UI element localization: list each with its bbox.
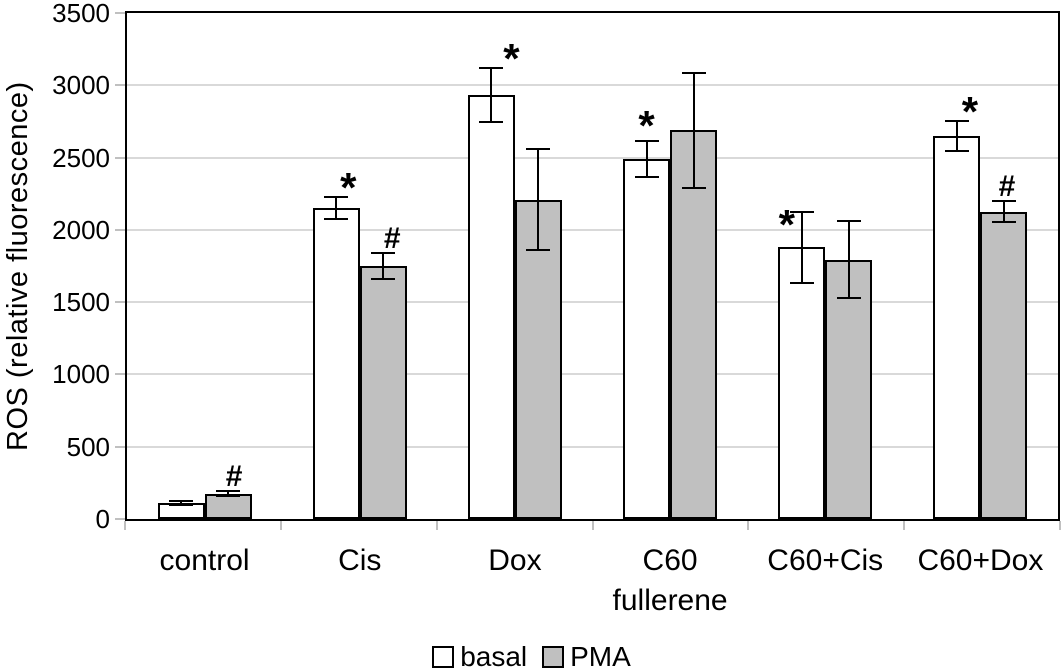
error-bar-pma-dox-cap-top: [526, 147, 551, 150]
bar-pma-c60-cis: [825, 259, 873, 519]
y-tick-label-1000: 1000: [52, 359, 110, 390]
error-bar-pma-control-cap-bottom: [216, 495, 241, 498]
error-bar-basal-c60-cis-cap-bottom: [789, 281, 814, 284]
gridline-3000: [127, 84, 1058, 87]
y-tick-label-3500: 3500: [52, 0, 110, 28]
x-tick-mark-1: [279, 521, 282, 530]
error-bar-basal-c60-cis-line: [800, 212, 803, 282]
gridline-1500: [127, 301, 1058, 304]
y-tick-mark-3000: [115, 84, 125, 87]
bar-basal-cis: [312, 208, 360, 519]
y-tick-label-0: 0: [95, 504, 110, 534]
legend-swatch-basal: [432, 646, 455, 668]
error-bar-pma-c60-fullerene-cap-bottom: [681, 186, 706, 189]
error-bar-pma-c60-dox-line: [1002, 202, 1005, 222]
x-tick-mark-3: [591, 521, 594, 530]
error-bar-basal-c60-fullerene-cap-bottom: [634, 175, 659, 178]
x-category-label-c60-dox: C60+Dox: [917, 544, 1044, 577]
gridline-1000: [127, 373, 1058, 376]
y-tick-mark-1000: [115, 373, 125, 376]
y-tick-label-2500: 2500: [52, 142, 110, 173]
error-bar-basal-c60-dox-line: [955, 122, 958, 150]
bar-pma-cis: [359, 266, 407, 519]
error-bar-pma-control-line: [227, 492, 230, 496]
bar-pma-control: [204, 493, 252, 519]
gridline-2000: [127, 228, 1058, 231]
error-bar-basal-c60-cis-cap-top: [789, 210, 814, 213]
error-bar-pma-dox-cap-bottom: [526, 249, 551, 252]
legend: basal PMA: [0, 643, 1063, 671]
y-tick-mark-500: [115, 445, 125, 448]
sig-marker-pma-c60-dox: #: [998, 170, 1016, 204]
gridline-500: [127, 445, 1058, 448]
error-bar-basal-c60-fullerene-line: [645, 142, 648, 176]
x-tick-mark-4: [747, 521, 750, 530]
x-tick-mark-5: [903, 521, 906, 530]
x-category-label-c60-cis: C60+Cis: [767, 544, 884, 577]
sig-marker-basal-cis: *: [340, 164, 357, 212]
error-bar-pma-control-cap-top: [216, 490, 241, 493]
y-tick-mark-2000: [115, 228, 125, 231]
y-tick-label-3000: 3000: [52, 70, 110, 101]
plot-area: * * * * * # # #: [125, 11, 1060, 521]
error-bar-basal-dox-line: [490, 69, 493, 122]
error-bar-pma-c60-cis-cap-top: [836, 219, 861, 222]
bar-basal-dox: [467, 95, 515, 519]
error-bar-pma-c60-dox-cap-top: [991, 200, 1016, 203]
y-tick-mark-2500: [115, 156, 125, 159]
legend-swatch-pma: [542, 646, 565, 668]
error-bar-basal-dox-cap-top: [479, 67, 504, 70]
error-bar-pma-c60-fullerene-line: [692, 73, 695, 187]
y-tick-mark-3500: [115, 12, 125, 14]
x-category-label-c60-fullerene: C60 fullerene: [612, 544, 728, 617]
error-bar-basal-dox-cap-bottom: [479, 121, 504, 124]
sig-marker-basal-c60-cis: *: [778, 200, 795, 248]
error-bar-basal-control-line: [180, 501, 183, 505]
error-bar-basal-cis-line: [335, 198, 338, 219]
legend-label-pma: PMA: [570, 641, 631, 672]
error-bar-pma-c60-cis-cap-bottom: [836, 297, 861, 300]
gridline-2500: [127, 156, 1058, 159]
y-tick-label-2000: 2000: [52, 214, 110, 245]
error-bar-pma-cis-cap-bottom: [371, 278, 396, 281]
error-bar-basal-c60-dox-cap-bottom: [944, 149, 969, 152]
bar-basal-c60-cis: [778, 247, 826, 519]
legend-item-basal: basal: [432, 643, 527, 671]
error-bar-basal-cis-cap-bottom: [324, 218, 349, 221]
error-bar-basal-c60-fullerene-cap-top: [634, 140, 659, 143]
error-bar-pma-c60-dox-cap-bottom: [991, 221, 1016, 224]
sig-marker-basal-c60-dox: *: [961, 88, 979, 136]
bar-basal-c60-fullerene: [623, 159, 671, 519]
error-bar-pma-cis-line: [382, 253, 385, 279]
x-tick-mark-0: [124, 521, 126, 530]
sig-marker-pma-control: #: [225, 460, 243, 494]
y-tick-mark-0: [115, 518, 125, 520]
bar-pma-c60-fullerene: [670, 130, 718, 519]
y-tick-mark-1500: [115, 301, 125, 304]
error-bar-basal-control-cap-top: [169, 499, 194, 502]
error-bar-pma-cis-cap-top: [371, 251, 396, 254]
y-tick-label-500: 500: [66, 431, 110, 462]
error-bar-pma-c60-cis-line: [847, 221, 850, 298]
error-bar-pma-c60-fullerene-cap-top: [681, 71, 706, 74]
x-tick-mark-6: [1059, 521, 1061, 530]
error-bar-basal-c60-dox-cap-top: [944, 120, 969, 123]
bar-basal-c60-dox: [933, 135, 981, 519]
x-category-label-control: control: [159, 544, 250, 577]
sig-marker-basal-c60-fullerene: *: [638, 102, 655, 150]
legend-label-basal: basal: [460, 641, 528, 672]
x-tick-mark-2: [435, 521, 438, 530]
y-tick-label-1500: 1500: [52, 287, 110, 318]
error-bar-pma-dox-line: [537, 149, 540, 250]
sig-marker-pma-cis: #: [383, 221, 401, 255]
sig-marker-basal-dox: *: [503, 35, 520, 83]
bar-pma-c60-dox: [980, 211, 1028, 519]
legend-item-pma: PMA: [542, 643, 631, 671]
error-bar-basal-cis-cap-top: [324, 196, 349, 199]
x-category-label-cis: Cis: [338, 544, 382, 577]
x-category-label-dox: Dox: [488, 544, 542, 577]
bar-pma-dox: [514, 199, 562, 519]
error-bar-basal-control-cap-bottom: [169, 504, 194, 507]
